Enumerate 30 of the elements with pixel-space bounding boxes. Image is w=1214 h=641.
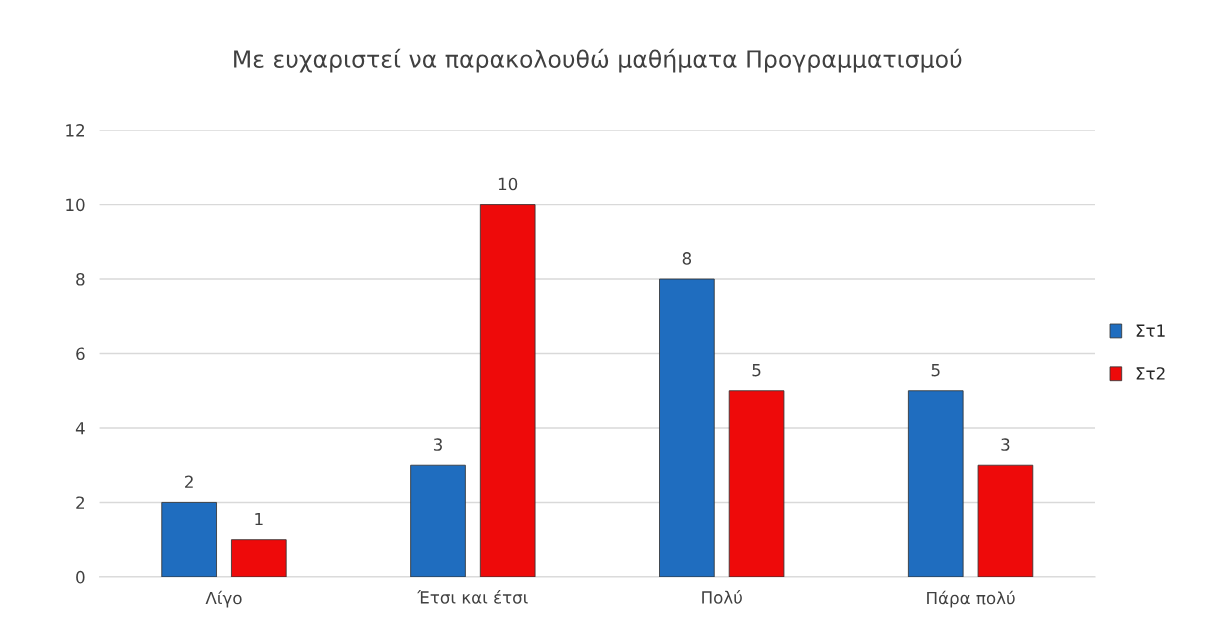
x-tick-label: Έτσι και έτσι: [417, 590, 528, 604]
data-label: 3: [1001, 438, 1010, 451]
data-label: 8: [682, 252, 692, 265]
bar: [231, 539, 287, 577]
y-tick-label: 4: [75, 422, 85, 435]
y-tick-label: 0: [76, 570, 85, 584]
bar: [410, 464, 466, 577]
data-label: 5: [931, 364, 940, 377]
bar: [479, 204, 536, 577]
bar: [161, 502, 217, 577]
data-label: 10: [498, 177, 518, 191]
x-tick-label: Πολύ: [702, 590, 742, 604]
y-tick-label: 2: [76, 496, 84, 509]
bar: [728, 390, 785, 577]
bar: [907, 390, 964, 577]
legend-label: Στ1: [1136, 324, 1165, 337]
data-label: 3: [433, 438, 442, 451]
chart-title: Με ευχαριστεί να παρακολουθώ μαθήματα Προγραμματισμού: [234, 48, 962, 73]
data-label: 5: [752, 364, 761, 377]
x-tick-label: Λίγο: [205, 590, 242, 608]
y-tick-label: 10: [66, 198, 85, 212]
y-tick-label: 6: [76, 347, 85, 361]
legend-label: Στ2: [1136, 367, 1165, 380]
y-tick-label: 12: [66, 124, 84, 137]
bar: [977, 464, 1034, 577]
x-tick-label: Πάρα πολύ: [927, 590, 1015, 608]
data-label: 2: [185, 475, 193, 488]
y-tick-label: 8: [76, 273, 85, 286]
data-label: 1: [255, 512, 263, 526]
bar: [659, 278, 715, 577]
